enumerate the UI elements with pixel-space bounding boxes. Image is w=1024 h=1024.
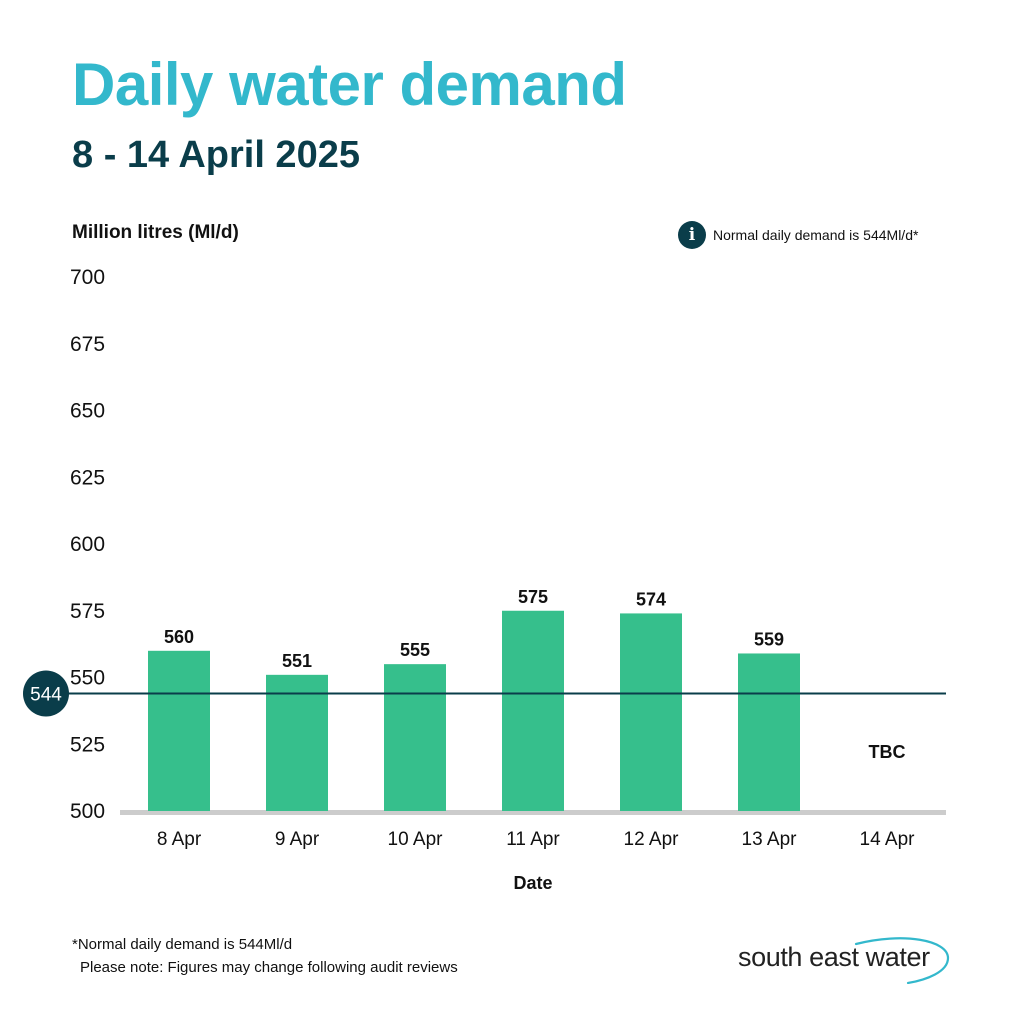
x-tick-label: 12 Apr <box>624 829 680 850</box>
x-tick-label: 8 Apr <box>157 829 202 850</box>
y-tick-label: 650 <box>70 400 105 423</box>
reference-line-marker <box>23 670 69 717</box>
y-tick-label: 500 <box>70 800 105 823</box>
x-tick-label: 9 Apr <box>275 829 320 850</box>
y-tick-label: 600 <box>70 533 105 556</box>
bar-value-label: TBC <box>869 742 906 762</box>
x-tick-label: 11 Apr <box>506 829 560 850</box>
bar-value-label: 555 <box>400 640 430 660</box>
reference-line-label: 544 <box>30 685 62 706</box>
logo-swoosh-icon <box>854 937 950 984</box>
bar <box>148 650 210 811</box>
page-subtitle: 8 - 14 April 2025 <box>72 134 360 176</box>
footnote-line-2: Please note: Figures may change followin… <box>80 959 458 976</box>
bar <box>384 664 446 811</box>
y-tick-label: 675 <box>70 333 105 356</box>
y-axis-label: Million litres (Ml/d) <box>72 222 239 243</box>
y-tick-label: 525 <box>70 733 105 756</box>
x-tick-label: 14 Apr <box>860 829 916 850</box>
brand-logo: south east water <box>738 934 952 984</box>
x-axis-baseline <box>120 810 946 815</box>
bar <box>502 610 564 811</box>
bar-value-label: 575 <box>518 587 548 607</box>
y-tick-label: 700 <box>70 266 105 289</box>
x-tick-label: 10 Apr <box>388 829 444 850</box>
y-tick-label: 625 <box>70 466 105 489</box>
y-tick-label: 575 <box>70 600 105 623</box>
normal-demand-note-text: Normal daily demand is 544Ml/d* <box>713 227 919 243</box>
bar-value-label: 574 <box>636 589 666 609</box>
x-axis-label: Date <box>513 873 552 893</box>
bar-value-label: 551 <box>282 651 312 671</box>
bar <box>738 653 800 811</box>
info-icon: i <box>678 221 706 249</box>
page-title: Daily water demand <box>72 51 627 118</box>
footnote: *Normal daily demand is 544Ml/d Please n… <box>72 933 458 979</box>
normal-demand-note: i Normal daily demand is 544Ml/d* <box>678 221 918 249</box>
bar-value-label: 559 <box>754 629 784 649</box>
x-tick-label: 13 Apr <box>742 829 798 850</box>
bar <box>620 613 682 811</box>
bar-value-label: 560 <box>164 627 194 647</box>
footnote-line-1: *Normal daily demand is 544Ml/d <box>72 936 293 953</box>
bar <box>266 674 328 811</box>
brand-logo-text: south east water <box>738 942 930 972</box>
y-tick-label: 550 <box>70 667 105 690</box>
